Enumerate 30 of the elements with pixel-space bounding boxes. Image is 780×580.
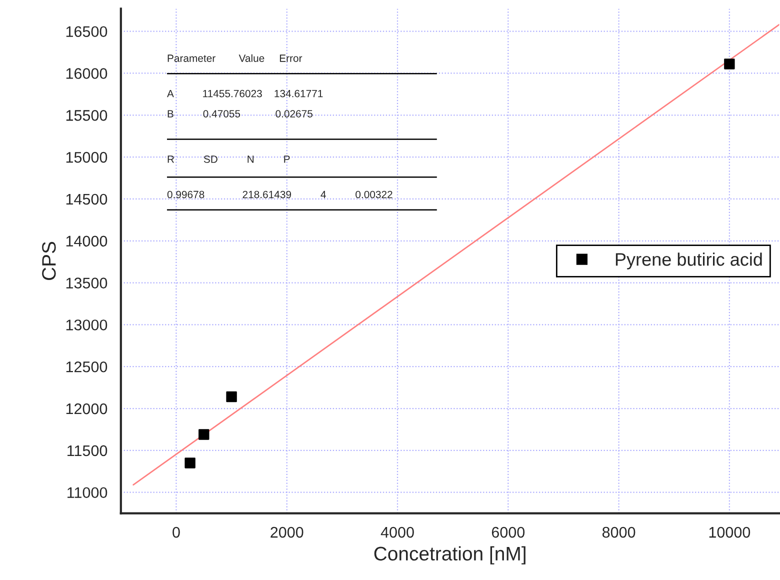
- y-tick-label: 12000: [66, 403, 108, 414]
- y-tick-label: 11500: [68, 445, 108, 456]
- point: [724, 58, 735, 70]
- y-tick-label: 13000: [66, 320, 108, 330]
- x-tick-label: 10000: [709, 526, 750, 538]
- annotation: 0.99678 218.61439 4 0.00322: [167, 190, 392, 198]
- y-axis-title: CPS: [42, 242, 56, 280]
- y-tick-label: 15000: [66, 152, 108, 163]
- y-tick-label: 13500: [66, 278, 108, 288]
- x-axis-title: Concetration [nM]: [374, 546, 526, 564]
- y-tick-label: 12500: [66, 361, 108, 372]
- y-tick-label: 16500: [66, 26, 108, 38]
- y-tick-label: 16000: [66, 68, 108, 79]
- x-tick-label: 4000: [380, 526, 414, 538]
- y-tick-label: 14500: [66, 194, 108, 205]
- y-tick-label: 14000: [66, 236, 108, 247]
- legend-label: Pyrene butiric acid: [616, 252, 762, 270]
- x-tick-label: 0: [172, 526, 180, 538]
- annotation: B 0.47055 0.02675: [168, 110, 312, 118]
- y-tick-label: 15500: [66, 110, 108, 121]
- y-tick-label: 11000: [68, 487, 108, 498]
- x-tick-label: 6000: [492, 526, 525, 538]
- point: [184, 458, 196, 468]
- annotation: Parameter Value Error: [168, 54, 302, 62]
- annotation: R SD N P: [168, 156, 290, 163]
- x-tick-label: 8000: [602, 526, 636, 538]
- annotation: A 11455.76023 134.61771: [167, 90, 323, 98]
- point: [226, 391, 237, 402]
- point: [198, 429, 210, 440]
- x-tick-label: 2000: [270, 526, 304, 538]
